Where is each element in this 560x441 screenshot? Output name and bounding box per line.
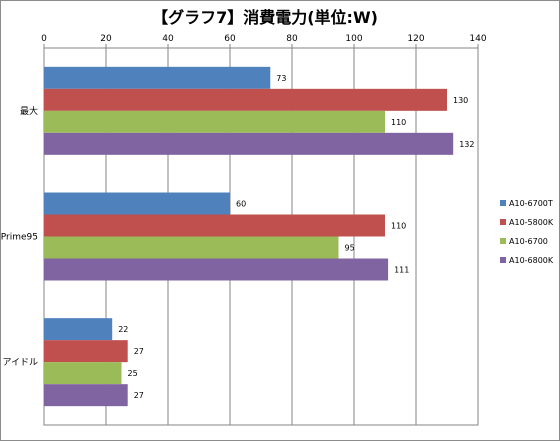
data-label: 95 (345, 244, 355, 253)
bar (44, 132, 454, 155)
bar (44, 66, 271, 89)
tick-label: 20 (100, 34, 112, 44)
data-label: 130 (453, 96, 468, 105)
data-label: 111 (394, 266, 409, 275)
legend-swatch (500, 257, 506, 263)
tick-label: 80 (286, 34, 298, 44)
legend-swatch (500, 238, 506, 244)
tick-label: 60 (224, 34, 236, 44)
bar (44, 110, 385, 133)
bar (44, 192, 230, 215)
bars: 73 130 110 132 60 110 95 111 22 27 25 27 (44, 66, 474, 407)
legend-entry: A10-5800K (509, 218, 554, 227)
legend: A10-6700T A10-5800K A10-6700 A10-6800K (500, 199, 554, 265)
bar (44, 318, 113, 341)
data-label: 25 (128, 369, 138, 378)
legend-entry: A10-6700 (509, 237, 548, 246)
data-label: 132 (459, 140, 474, 149)
bar (44, 340, 128, 363)
bar (44, 236, 339, 259)
tick-label: 140 (469, 34, 486, 44)
tick-label: 120 (407, 34, 424, 44)
legend-entry: A10-6800K (509, 256, 554, 265)
bar (44, 362, 122, 385)
category-labels: 最大 Prime95 アイドル (1, 105, 38, 368)
x-axis-ticks: 0 20 40 60 80 100 120 140 (41, 34, 487, 44)
bar (44, 258, 389, 281)
bar (44, 384, 128, 407)
data-label: 22 (118, 325, 128, 334)
bar (44, 88, 447, 111)
chart-title: 【グラフ7】消費電力(単位:W) (152, 8, 378, 27)
tick-label: 0 (41, 34, 47, 44)
tick-label: 40 (162, 34, 174, 44)
data-label: 27 (134, 347, 144, 356)
data-label: 110 (391, 222, 406, 231)
category-label: Prime95 (1, 233, 38, 243)
data-label: 27 (134, 391, 144, 400)
bar (44, 214, 385, 237)
legend-swatch (500, 219, 506, 225)
data-label: 110 (391, 118, 406, 127)
data-label: 73 (276, 74, 286, 83)
tick-label: 100 (345, 34, 362, 44)
legend-entry: A10-6700T (509, 199, 553, 208)
category-label: 最大 (20, 105, 38, 117)
legend-swatch (500, 200, 506, 206)
data-label: 60 (236, 200, 246, 209)
category-label: アイドル (2, 358, 38, 368)
